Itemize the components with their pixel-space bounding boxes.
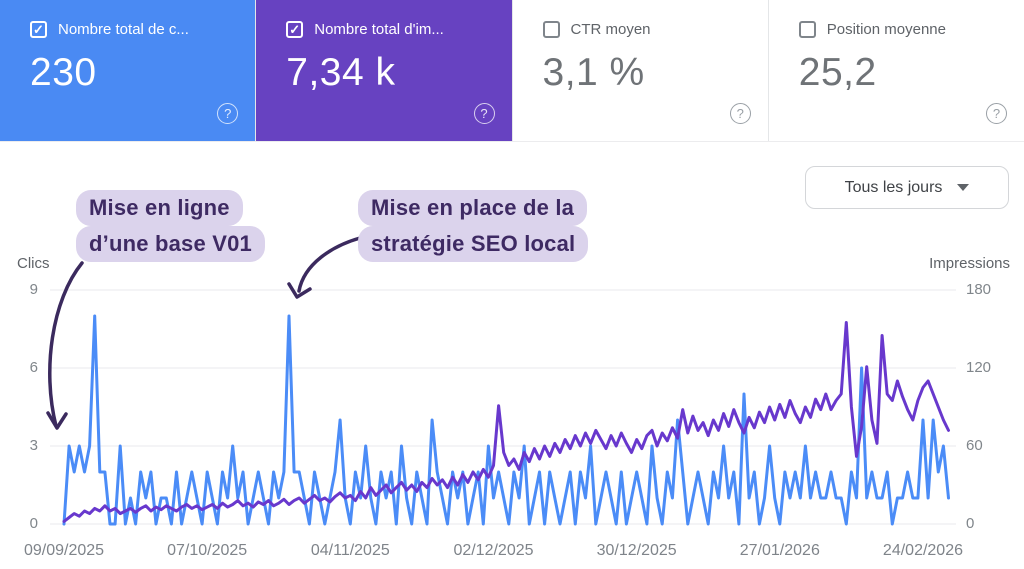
help-icon[interactable]: ?: [729, 103, 751, 124]
card-head: ✓ Nombre total de c...: [30, 21, 255, 38]
granularity-dropdown[interactable]: Tous les jours: [805, 166, 1009, 209]
left-axis-tick: 6: [29, 359, 38, 376]
card-head: Position moyenne: [798, 21, 1024, 38]
help-icon[interactable]: ?: [217, 103, 239, 124]
right-axis-tick: 60: [966, 437, 983, 454]
performance-chart-section: Tous les jours Mise en ligne d’une base …: [0, 142, 1024, 569]
x-axis-date-label: 07/10/2025: [167, 542, 248, 559]
annotation-arrow-v01: [46, 261, 84, 430]
position-checkbox-icon[interactable]: [798, 21, 816, 38]
card-head: CTR moyen: [542, 21, 768, 38]
x-axis-date-label: 02/12/2025: [453, 542, 534, 559]
annotation-callout-seo: Mise en place de la stratégie SEO local: [358, 190, 589, 262]
series-line-clics[interactable]: [62, 314, 950, 526]
ctr-value: 3,1 %: [542, 51, 645, 94]
card-total-clicks[interactable]: ✓ Nombre total de c... 230 ?: [0, 0, 256, 141]
annotation-text: stratégie SEO local: [358, 226, 589, 262]
position-value: 25,2: [798, 51, 877, 94]
x-axis-date-label: 09/09/2025: [23, 542, 105, 559]
granularity-selected-value: Tous les jours: [844, 178, 943, 196]
ctr-checkbox-icon[interactable]: [542, 21, 560, 38]
left-axis-tick: 0: [29, 515, 38, 532]
right-axis-tick: 0: [966, 515, 975, 532]
card-average-ctr[interactable]: CTR moyen 3,1 % ?: [511, 0, 768, 141]
left-axis-tick: 3: [29, 437, 38, 454]
annotation-text: Mise en ligne: [76, 190, 243, 226]
card-label: Position moyenne: [826, 21, 946, 38]
right-axis-tick: 180: [966, 281, 992, 298]
series-line-impressions[interactable]: [62, 321, 950, 523]
annotation-text: d’une base V01: [76, 226, 265, 262]
right-axis-tick: 120: [966, 359, 992, 376]
x-axis-date-label: 04/11/2025: [310, 542, 390, 559]
impressions-checkbox-icon[interactable]: ✓: [286, 21, 304, 38]
card-label: Nombre total de c...: [58, 21, 189, 38]
impressions-value: 7,34 k: [286, 51, 396, 94]
left-axis-title: Clics: [17, 255, 50, 272]
card-label: CTR moyen: [570, 21, 651, 38]
annotation-callout-v01: Mise en ligne d’une base V01: [76, 190, 265, 262]
chart-series-lines[interactable]: [62, 314, 950, 526]
clicks-checkbox-icon[interactable]: ✓: [30, 21, 47, 38]
card-total-impressions[interactable]: ✓ Nombre total d'im... 7,34 k ?: [255, 0, 512, 141]
left-axis-tick: 9: [29, 281, 38, 298]
annotation-text: Mise en place de la: [358, 190, 588, 226]
x-axis-date-label: 27/01/2026: [739, 542, 820, 559]
clicks-value: 230: [30, 51, 97, 94]
annotation-arrow-seo: [287, 236, 362, 299]
x-axis-date-label: 30/12/2025: [596, 542, 677, 559]
right-axis-title: Impressions: [929, 255, 1010, 272]
x-axis-date-label: 24/02/2026: [882, 542, 963, 559]
metric-cards-row: ✓ Nombre total de c... 230 ? ✓ Nombre to…: [0, 0, 1024, 142]
card-average-position[interactable]: Position moyenne 25,2 ?: [767, 0, 1024, 141]
chevron-down-icon: [957, 184, 970, 191]
card-label: Nombre total d'im...: [314, 21, 444, 38]
help-icon[interactable]: ?: [473, 103, 495, 124]
help-icon[interactable]: ?: [986, 103, 1007, 124]
card-head: ✓ Nombre total d'im...: [286, 21, 511, 38]
